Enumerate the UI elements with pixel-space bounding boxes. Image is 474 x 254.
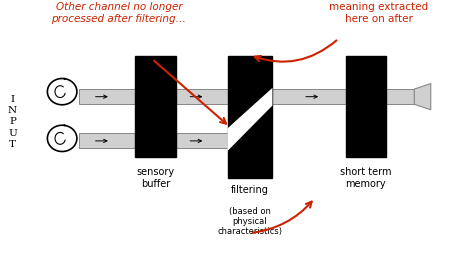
Text: filtering: filtering xyxy=(231,185,269,195)
Bar xyxy=(136,56,175,157)
Text: Other channel no longer
processed after filtering…: Other channel no longer processed after … xyxy=(51,2,186,24)
Bar xyxy=(175,89,228,104)
Bar xyxy=(273,89,346,104)
Bar xyxy=(79,89,136,104)
Text: sensory
buffer: sensory buffer xyxy=(137,167,174,189)
Bar xyxy=(386,89,414,104)
Bar xyxy=(79,133,136,149)
Text: (based on
physical
characteristics): (based on physical characteristics) xyxy=(218,207,283,236)
Bar xyxy=(228,56,273,178)
Text: meaning extracted
here on after: meaning extracted here on after xyxy=(329,2,428,24)
Bar xyxy=(346,56,386,157)
Text: short term
memory: short term memory xyxy=(340,167,392,189)
Polygon shape xyxy=(228,88,273,151)
Bar xyxy=(175,133,228,149)
Text: I
N
P
U
T: I N P U T xyxy=(8,95,17,149)
Polygon shape xyxy=(414,84,431,110)
